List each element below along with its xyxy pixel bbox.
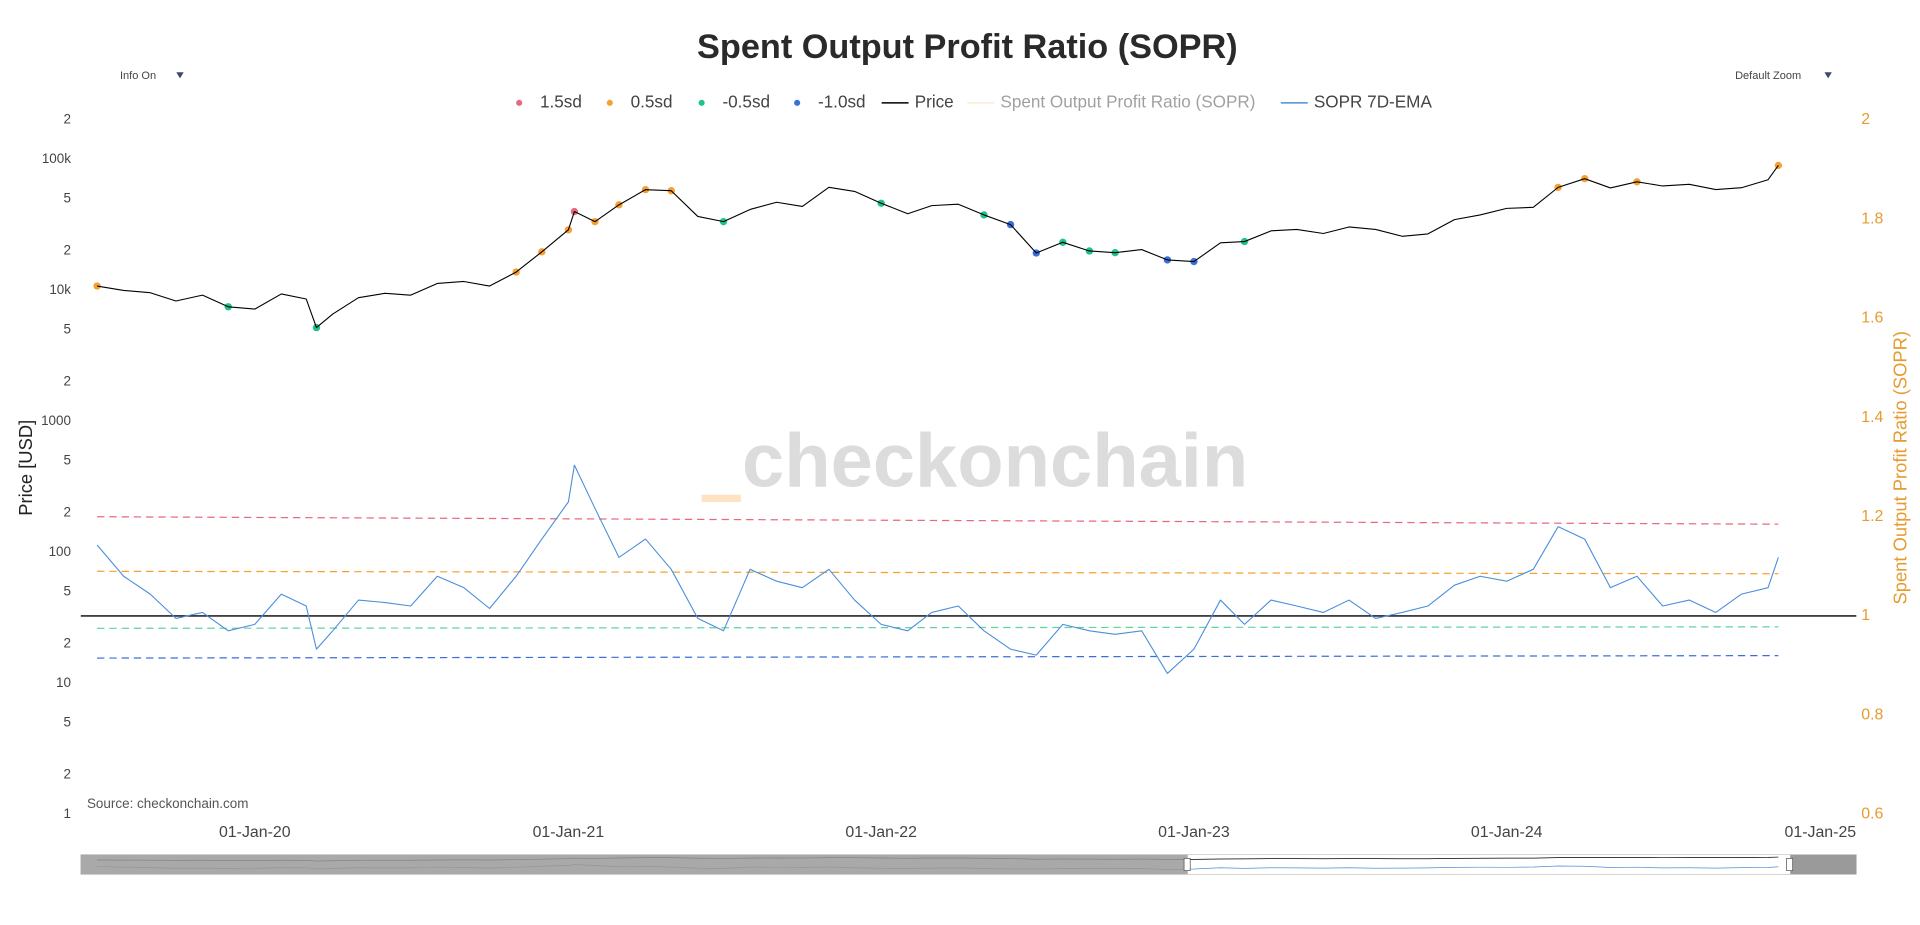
reference-line — [97, 626, 1779, 629]
legend-item[interactable]: 0.5sd — [606, 91, 673, 111]
range-slider-handle[interactable] — [1786, 858, 1794, 871]
y-tick-label: 2 — [64, 635, 71, 650]
y2-tick-label: 1.2 — [1861, 508, 1883, 525]
legend-marker — [794, 99, 801, 106]
band-marker — [93, 282, 101, 290]
dropdown-arrow[interactable] — [176, 72, 184, 79]
range-slider-mask[interactable] — [1790, 854, 1857, 875]
source-note: Source: checkonchain.com — [87, 796, 249, 811]
control-label[interactable]: Info On — [120, 70, 156, 82]
info-control[interactable]: Info On — [120, 70, 184, 82]
legend-item[interactable]: -1.0sd — [794, 91, 866, 111]
legend-marker — [516, 99, 523, 106]
y-tick-label: 5 — [64, 190, 71, 205]
y2-tick-label: 2 — [1861, 111, 1870, 128]
legend-label: 1.5sd — [540, 91, 582, 111]
y-tick-label: 10k — [49, 282, 71, 297]
legend-item[interactable]: Spent Output Profit Ratio (SOPR) — [967, 91, 1255, 111]
legend-item[interactable]: Price — [881, 91, 954, 111]
y-tick-label: 100k — [42, 151, 71, 166]
legend-label: -0.5sd — [722, 91, 770, 111]
y-tick-label: 2 — [64, 243, 71, 258]
y-tick-label: 5 — [64, 452, 71, 467]
y-tick-label: 100 — [49, 544, 71, 559]
legend-label: 0.5sd — [631, 91, 673, 111]
y2-tick-label: 1.8 — [1861, 210, 1883, 227]
dropdown-arrow[interactable] — [1824, 72, 1832, 79]
y-tick-label: 5 — [64, 583, 71, 598]
y2-tick-label: 1.4 — [1861, 409, 1883, 426]
legend-marker — [606, 99, 613, 106]
y-tick-label: 1000 — [41, 413, 71, 428]
y-tick-label: 2 — [64, 374, 71, 389]
x-tick-label: 01-Jan-22 — [845, 824, 917, 841]
y-tick-label: 5 — [64, 321, 71, 336]
x-tick-label: 01-Jan-24 — [1471, 824, 1543, 841]
legend-item[interactable]: SOPR 7D-EMA — [1280, 91, 1433, 111]
reference-line — [97, 516, 1779, 525]
legend-item[interactable]: 1.5sd — [516, 91, 582, 111]
y-tick-label: 5 — [64, 714, 71, 729]
reference-line — [97, 654, 1779, 659]
legend-label: Spent Output Profit Ratio (SOPR) — [1000, 91, 1255, 111]
legend-marker — [698, 99, 705, 106]
price-line — [97, 165, 1779, 329]
y-tick-label: 2 — [64, 112, 71, 127]
y-tick-label: 1 — [64, 806, 71, 821]
y-tick-label: 10 — [56, 675, 71, 690]
chart-title: Spent Output Profit Ratio (SOPR) — [697, 28, 1238, 66]
x-tick-label: 01-Jan-23 — [1158, 824, 1230, 841]
range-slider-handle[interactable] — [1183, 858, 1191, 871]
legend-item[interactable]: -0.5sd — [698, 91, 770, 111]
y-tick-label: 2 — [64, 766, 71, 781]
legend-label: -1.0sd — [818, 91, 866, 111]
control-label[interactable]: Default Zoom — [1735, 70, 1801, 82]
y2-tick-label: 0.8 — [1861, 706, 1883, 723]
y2-tick-label: 0.6 — [1861, 805, 1883, 822]
y2-tick-label: 1.6 — [1861, 310, 1883, 327]
x-tick-label: 01-Jan-21 — [533, 824, 605, 841]
x-tick-label: 01-Jan-25 — [1785, 824, 1857, 841]
watermark: checkonchain — [742, 419, 1248, 504]
sopr-ema-line — [96, 464, 1779, 675]
watermark-underscore — [701, 494, 741, 503]
reference-line — [97, 570, 1779, 575]
legend-label: SOPR 7D-EMA — [1314, 91, 1433, 111]
y2-tick-label: 1 — [1861, 607, 1870, 624]
y2-axis-title: Spent Output Profit Ratio (SOPR) — [1889, 331, 1910, 604]
y-axis-title: Price [USD] — [15, 420, 36, 516]
y-tick-label: 2 — [64, 504, 71, 519]
zoom-control[interactable]: Default Zoom — [1735, 70, 1832, 82]
legend-label: Price — [915, 91, 954, 111]
range-slider-mask[interactable] — [80, 854, 1188, 875]
x-tick-label: 01-Jan-20 — [219, 824, 291, 841]
